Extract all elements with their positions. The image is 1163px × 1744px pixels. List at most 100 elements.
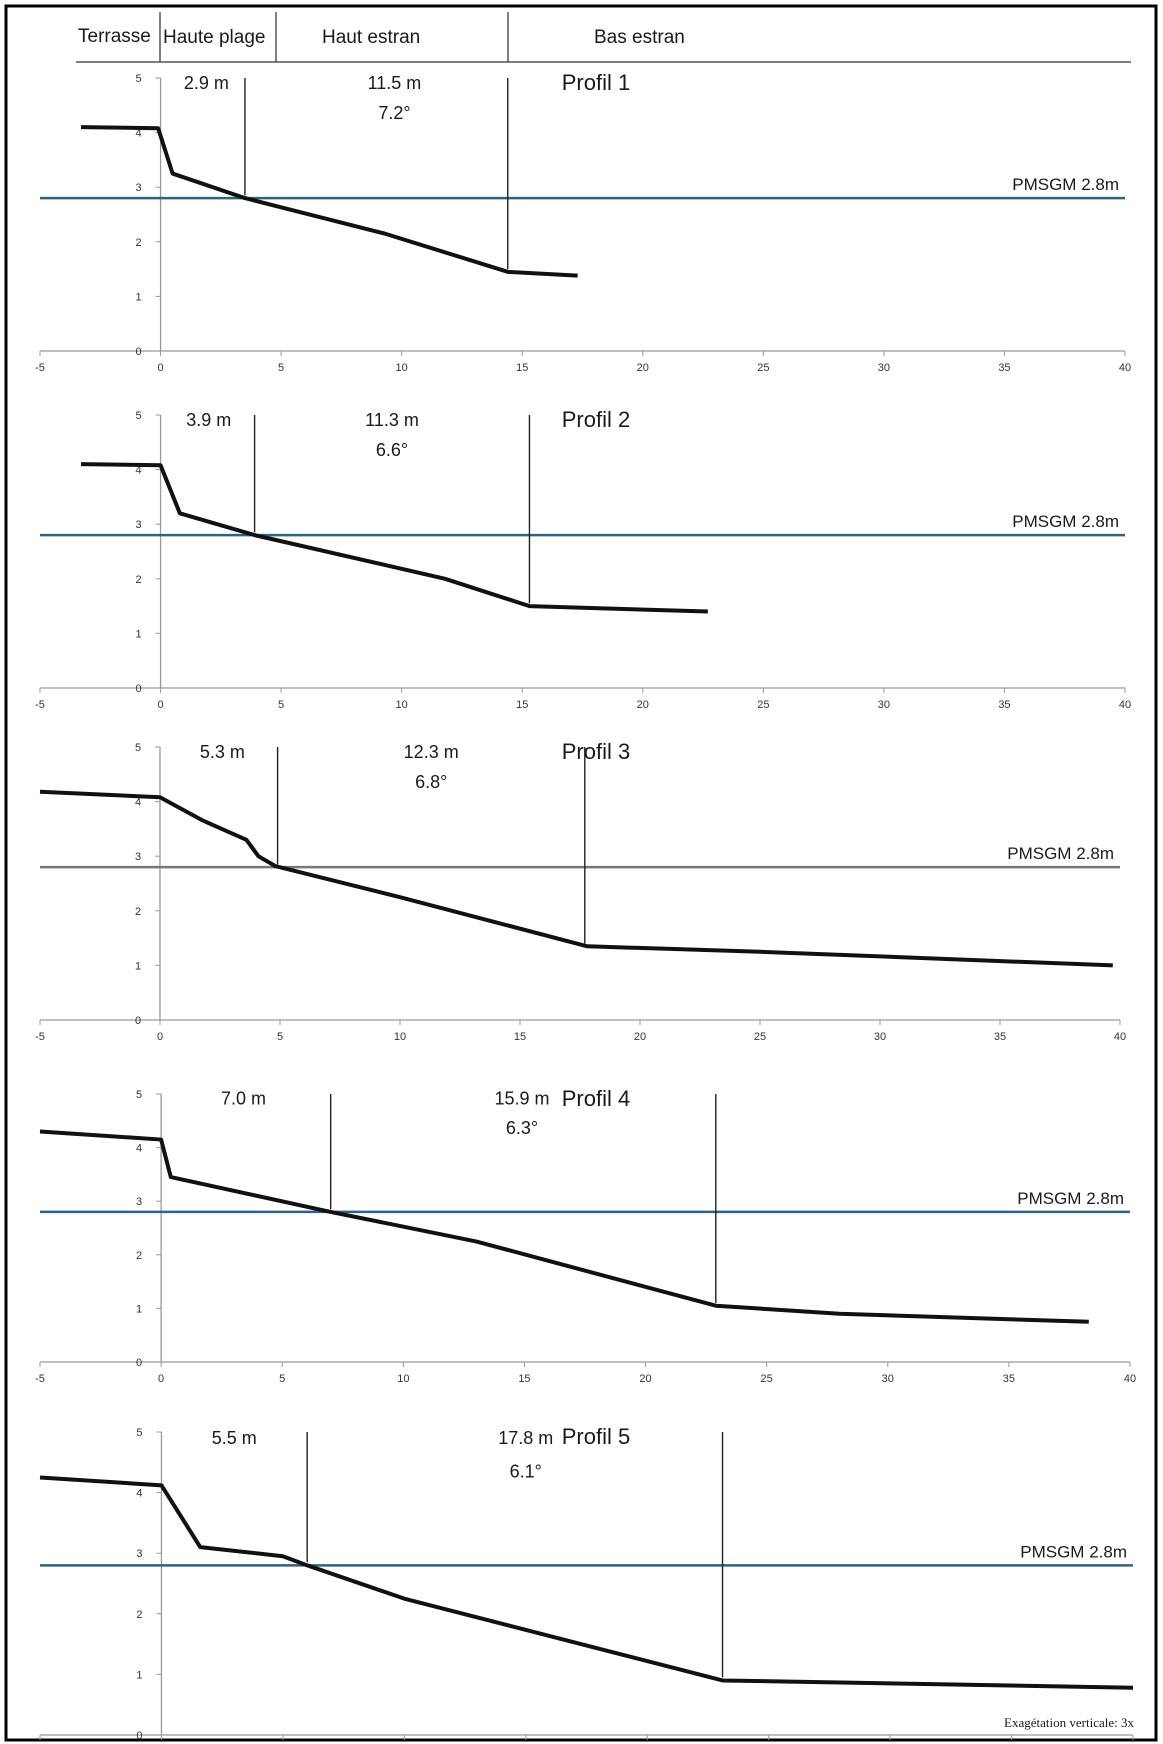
profile-annotation: 5.3 m: [200, 742, 245, 762]
profile-annotation: 5.5 m: [212, 1428, 257, 1448]
zone-label-terrasse: Terrasse: [78, 26, 151, 47]
y-tick-label: 2: [136, 1609, 142, 1621]
y-tick-label: 1: [135, 628, 141, 640]
pmsgm-label: PMSGM 2.8m: [1007, 844, 1114, 863]
profile-title: Profil 4: [562, 1086, 630, 1111]
x-tick-label: 0: [158, 1373, 164, 1385]
zone-label-haute-plage: Haute plage: [163, 27, 265, 48]
y-tick-label: 1: [135, 291, 141, 303]
figure-frame: [4, 4, 1158, 1742]
x-tick-label: 25: [757, 699, 769, 711]
x-tick-label: 15: [516, 699, 528, 711]
y-tick-label: 2: [136, 1250, 142, 1262]
x-tick-label: 35: [994, 1031, 1006, 1043]
x-tick-label: -5: [35, 1373, 45, 1385]
x-tick-label: 40: [1124, 1373, 1136, 1385]
profile-annotation: 11.3 m: [365, 410, 419, 430]
profile-line: [39, 1129, 1089, 1324]
y-tick-label: 0: [136, 1357, 142, 1369]
x-tick-label: 40: [1119, 699, 1131, 711]
profile-line: [39, 1475, 1134, 1690]
x-tick-label: 30: [874, 1031, 886, 1043]
y-tick-label: 4: [136, 1143, 142, 1155]
x-tick-label: 10: [397, 1373, 409, 1385]
x-tick-label: 20: [637, 362, 649, 374]
profile-chart-1: -5 0 5 10 15 20 25 30 35 40 0 1 2 3 4 5 PMSGM 2.8m Profil…: [35, 70, 1131, 374]
profile-annotation: 11.5 m: [368, 73, 422, 93]
x-tick-label: 25: [757, 362, 769, 374]
profile-line: [80, 125, 578, 278]
y-tick-label: 3: [136, 1548, 142, 1560]
zone-header: Terrasse Haute plage Haut estran Bas est…: [76, 12, 1131, 63]
x-tick-label: 40: [1119, 362, 1131, 374]
y-tick-label: 5: [135, 410, 141, 422]
x-tick-label: 35: [998, 699, 1010, 711]
x-tick-label: 5: [278, 362, 284, 374]
x-tick-label: 0: [157, 362, 163, 374]
y-tick-label: 2: [135, 574, 141, 586]
profile-annotation: 3.9 m: [186, 410, 231, 430]
x-tick-label: 0: [157, 699, 163, 711]
x-tick-label: -5: [35, 362, 45, 374]
y-tick-label: 4: [135, 465, 141, 477]
profile-annotation: 17.8 m: [498, 1428, 553, 1448]
profile-annotation: 7.0 m: [221, 1089, 266, 1109]
x-tick-label: 15: [514, 1031, 526, 1043]
y-tick-label: 5: [136, 1427, 142, 1439]
x-tick-label: -5: [35, 699, 45, 711]
y-tick-label: 0: [135, 1015, 141, 1027]
y-tick-label: 4: [135, 128, 141, 140]
profile-annotation: 15.9 m: [495, 1089, 550, 1109]
x-tick-label: 5: [277, 1031, 283, 1043]
x-tick-label: 0: [157, 1031, 163, 1043]
profile-chart-2: -5 0 5 10 15 20 25 30 35 40 0 1 2 3 4 5 PMSGM 2.8m Profil…: [35, 407, 1131, 711]
y-tick-label: 5: [135, 742, 141, 754]
y-tick-label: 0: [135, 683, 141, 695]
pmsgm-label: PMSGM 2.8m: [1012, 512, 1119, 531]
x-tick-label: 15: [516, 362, 528, 374]
y-tick-label: 4: [135, 797, 141, 809]
profile-annotation: 6.8°: [415, 772, 447, 792]
x-tick-label: 20: [637, 699, 649, 711]
y-tick-label: 2: [135, 237, 141, 249]
profile-title: Profil 2: [562, 407, 630, 432]
x-tick-label: 30: [878, 699, 890, 711]
y-tick-label: 3: [135, 851, 141, 863]
profile-annotation: 7.2°: [378, 103, 410, 123]
pmsgm-label: PMSGM 2.8m: [1017, 1189, 1124, 1208]
y-tick-label: 3: [135, 519, 141, 531]
profile-annotation: 6.6°: [376, 440, 408, 460]
y-tick-label: 1: [136, 1669, 142, 1681]
y-tick-label: 3: [136, 1196, 142, 1208]
profile-annotation: 12.3 m: [404, 742, 459, 762]
profile-chart-3: -5 0 5 10 15 20 25 30 35 40 0 1 2 3 4 5 PMSGM 2.8m Profil…: [35, 739, 1126, 1043]
profile-annotation: 6.1°: [510, 1461, 542, 1481]
x-tick-label: 10: [396, 362, 408, 374]
x-tick-label: 35: [1003, 1373, 1015, 1385]
y-tick-label: 5: [135, 73, 141, 85]
profile-annotation: 2.9 m: [184, 73, 229, 93]
pmsgm-label: PMSGM 2.8m: [1012, 175, 1119, 194]
zone-label-bas-estran: Bas estran: [594, 27, 685, 48]
x-tick-label: 35: [998, 362, 1010, 374]
y-tick-label: 2: [135, 906, 141, 918]
y-tick-label: 0: [136, 1730, 142, 1742]
y-tick-label: 1: [135, 960, 141, 972]
profile-chart-4: -5 0 5 10 15 20 25 30 35 40 0 1 2 3 4 5 PMSGM 2.8m Profil…: [35, 1086, 1136, 1385]
pmsgm-label: PMSGM 2.8m: [1020, 1542, 1127, 1561]
profile-line: [39, 789, 1113, 968]
x-tick-label: 10: [394, 1031, 406, 1043]
x-tick-label: 15: [518, 1373, 530, 1385]
x-tick-label: 5: [279, 1373, 285, 1385]
x-tick-label: 10: [396, 699, 408, 711]
y-tick-label: 1: [136, 1303, 142, 1315]
profile-title: Profil 5: [562, 1424, 630, 1449]
profile-title: Profil 1: [562, 70, 630, 95]
x-tick-label: 20: [639, 1373, 651, 1385]
y-tick-label: 3: [135, 182, 141, 194]
profile-line: [80, 462, 708, 614]
zone-label-haut-estran: Haut estran: [322, 27, 420, 48]
